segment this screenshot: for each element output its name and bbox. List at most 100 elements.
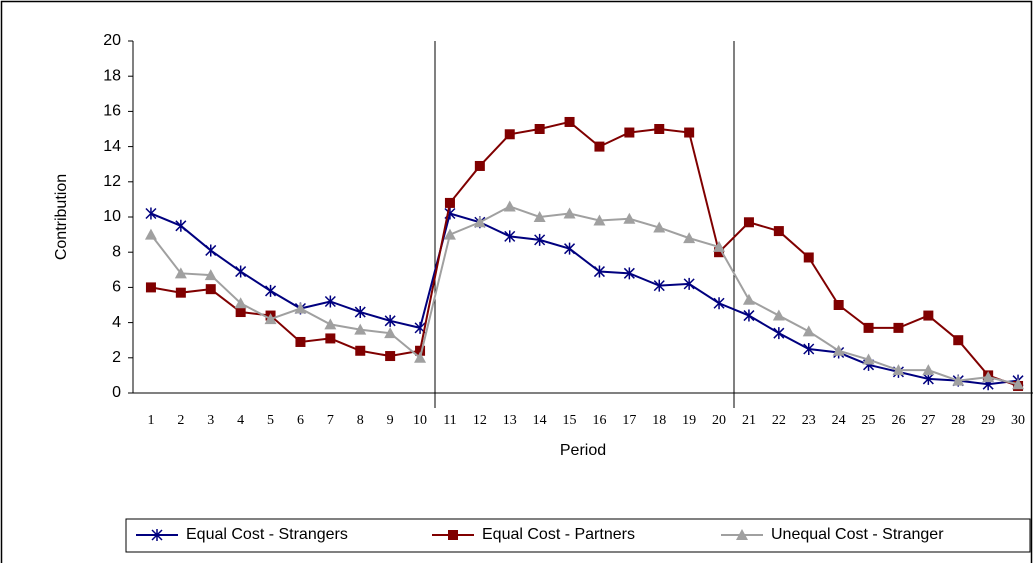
marker (294, 302, 307, 314)
x-tick-label: 5 (267, 413, 274, 428)
marker-shape (772, 309, 785, 321)
marker-shape (922, 364, 935, 376)
x-tick-label: 17 (622, 413, 636, 428)
marker (1012, 378, 1025, 390)
marker (145, 282, 156, 293)
x-tick-label: 13 (503, 413, 517, 428)
marker-shape (802, 325, 815, 337)
marker-shape (444, 197, 455, 208)
x-tick-label: 7 (327, 413, 334, 428)
marker-shape (205, 284, 216, 295)
marker-shape (653, 279, 665, 292)
marker-shape (863, 322, 874, 333)
marker (443, 228, 456, 240)
marker-shape (982, 371, 995, 383)
y-tick-label: 4 (112, 314, 121, 331)
marker (736, 529, 748, 540)
legend (125, 518, 1031, 553)
marker (743, 217, 754, 228)
marker-shape (923, 310, 934, 321)
marker (714, 247, 725, 258)
marker-shape (235, 307, 246, 318)
marker-shape (145, 282, 156, 293)
marker (593, 214, 606, 226)
marker (205, 244, 217, 257)
marker (264, 313, 277, 325)
marker-shape (563, 207, 576, 219)
marker (533, 211, 546, 222)
marker (325, 333, 336, 344)
marker-shape (594, 141, 605, 152)
marker (593, 265, 605, 278)
marker (623, 267, 635, 280)
x-tick-label: 6 (297, 413, 304, 428)
marker (474, 160, 485, 171)
x-tick-label: 12 (473, 413, 487, 428)
marker-shape (593, 265, 605, 278)
marker-shape (623, 212, 636, 224)
x-tick-label: 21 (742, 413, 756, 428)
marker (653, 279, 665, 292)
series-line (150, 120, 1019, 387)
marker-shape (205, 244, 217, 257)
marker-shape (743, 217, 754, 228)
marker-shape (713, 297, 725, 310)
marker-shape (742, 293, 755, 305)
y-tick-label: 10 (103, 208, 121, 225)
marker (384, 314, 396, 327)
marker-shape (683, 232, 696, 244)
x-tick-label: 19 (682, 413, 696, 428)
y-tick-label: 8 (112, 243, 121, 260)
marker-shape (145, 207, 157, 220)
marker (174, 267, 187, 279)
marker-shape (1012, 378, 1025, 390)
marker-shape (564, 116, 575, 127)
x-tick-label: 1 (147, 413, 154, 428)
marker-shape (623, 267, 635, 280)
marker-shape (892, 364, 905, 376)
marker (234, 297, 247, 309)
marker (982, 371, 995, 383)
marker (448, 530, 458, 540)
marker-shape (354, 323, 367, 335)
series-line (150, 212, 1019, 386)
marker (654, 124, 665, 134)
marker (354, 323, 367, 335)
marker (354, 306, 366, 319)
marker-shape (504, 230, 516, 243)
marker (862, 353, 875, 365)
x-tick-label: 2 (177, 413, 184, 428)
marker (473, 216, 486, 228)
marker-shape (533, 211, 546, 222)
marker-shape (325, 333, 336, 344)
marker (803, 252, 814, 263)
x-tick-label: 8 (357, 413, 364, 428)
marker-shape (683, 277, 695, 290)
marker-shape (773, 327, 785, 340)
x-tick-label: 28 (951, 413, 965, 428)
marker-shape (713, 240, 726, 252)
marker-shape (151, 529, 163, 541)
marker-shape (862, 353, 875, 365)
marker (151, 529, 163, 541)
marker-shape (736, 529, 748, 540)
marker (833, 300, 844, 310)
x-tick-label: 15 (563, 413, 577, 428)
marker (145, 207, 157, 220)
marker (683, 277, 695, 290)
y-tick-label: 12 (103, 173, 121, 190)
marker-shape (832, 344, 845, 356)
marker (623, 212, 636, 224)
marker-shape (803, 343, 815, 355)
marker (355, 345, 366, 356)
marker (713, 297, 725, 310)
marker-shape (294, 302, 307, 314)
marker (713, 240, 726, 252)
marker-shape (174, 267, 187, 279)
marker (923, 310, 934, 321)
legend-label: Equal Cost - Strangers (186, 526, 348, 543)
x-axis-label: Period (560, 442, 606, 459)
x-tick-label: 30 (1011, 413, 1025, 428)
marker (653, 221, 666, 233)
